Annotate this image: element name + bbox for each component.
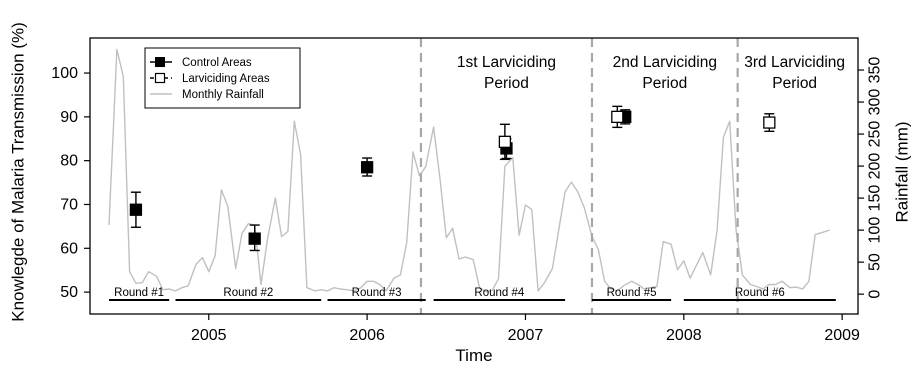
legend-label-3: Monthly Rainfall: [182, 89, 264, 101]
period-label-3-line-1: 3rd Larviciding: [744, 54, 845, 71]
period-lines: 1st Larviciding Period 2nd Larviciding Peri…: [419, 38, 845, 314]
y-right-tick-label-4: 150: [867, 185, 884, 212]
larviciding-point-1-marker: [498, 135, 512, 148]
y-left-tick-label-5: 90: [60, 109, 78, 126]
y-right-tick-label-3: 100: [867, 217, 884, 244]
period-label-2-line-2: Period: [642, 75, 687, 92]
y-right-tick-label-7: 300: [867, 89, 884, 116]
round-label-2: Round #2: [223, 287, 273, 299]
larviciding-point-2-marker: [611, 110, 624, 124]
period-label-1-line-2: Period: [484, 75, 529, 92]
larviciding-point-3-marker: [763, 116, 776, 129]
round-label-6: Round #6: [735, 287, 785, 299]
x-tick-label-3: 2007: [508, 327, 544, 344]
legend-box: [144, 47, 301, 109]
y-right-axis-title: Rainfall (mm): [893, 121, 912, 222]
y-left-tick-label-4: 80: [60, 153, 78, 170]
round-label-4: Round #4: [474, 287, 524, 299]
period-label-3-line-2: Period: [772, 75, 817, 92]
period-label-2-line-1: 2nd Larviciding: [613, 54, 717, 71]
period-label-1-line-1: 1st Larviciding: [457, 54, 556, 71]
x-axis-title: Time: [455, 346, 492, 365]
control-point-3-marker: [360, 161, 374, 174]
legend-label-2: Larviciding Areas: [182, 73, 270, 85]
y-right-tick-label-8: 350: [867, 57, 884, 84]
y-right-tick-label-1: 0: [867, 290, 884, 299]
y-right-tick-label-5: 200: [867, 153, 884, 180]
legend-larviciding-marker: [154, 72, 166, 84]
round-label-5: Round #5: [607, 287, 657, 299]
y-left-tick-label-3: 70: [60, 196, 78, 213]
control-point-1-marker: [129, 203, 143, 216]
y-left-tick-label-1: 50: [60, 284, 78, 301]
legend: Control Areas Larviciding Areas Monthly Ra…: [144, 47, 301, 109]
y-left-axis-title: Knowlegde of Malaria Transmission (%): [9, 22, 28, 322]
y-left-tick-label-2: 60: [60, 240, 78, 257]
y-right-tick-label-6: 250: [867, 121, 884, 148]
x-tick-label-5: 2009: [824, 327, 860, 344]
rainfall-series: [108, 48, 830, 293]
control-point-2-marker: [248, 232, 261, 245]
x-tick-label-4: 2008: [666, 327, 702, 344]
axes: 2005 2006 2007 2008 2009 50 60 70 80 90 100 0 50 100 1…: [9, 22, 912, 365]
y-left-tick-label-6: 100: [51, 65, 78, 82]
legend-control-marker: [155, 57, 165, 67]
plot-frame: [89, 37, 859, 315]
rainfall-line: [108, 48, 830, 293]
round-label-1: Round #1: [114, 287, 164, 299]
knowledge-points: [129, 105, 776, 252]
y-right-tick-label-2: 50: [867, 253, 884, 271]
x-tick-label-2: 2006: [349, 327, 385, 344]
survey-rounds: Round #1 Round #2 Round #3 Round #4 Round #5…: [109, 287, 836, 301]
x-tick-label-1: 2005: [191, 327, 227, 344]
round-label-3: Round #3: [352, 287, 402, 299]
legend-label-1: Control Areas: [182, 57, 252, 69]
